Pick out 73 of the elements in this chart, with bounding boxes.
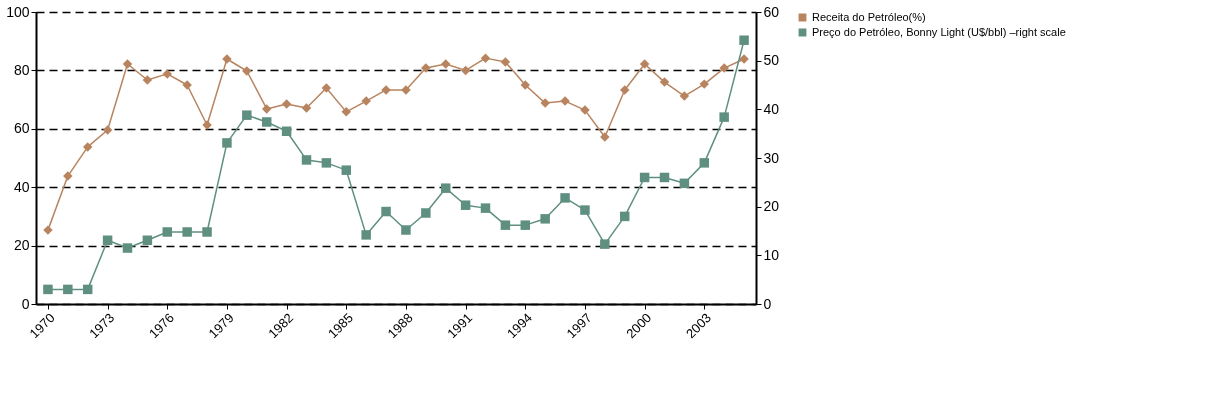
- point: [102, 125, 113, 135]
- point: [560, 193, 570, 203]
- point: [699, 79, 710, 89]
- point: [122, 59, 133, 69]
- point: [361, 230, 371, 240]
- point: [281, 126, 292, 136]
- point: [281, 99, 292, 109]
- point: [63, 171, 73, 181]
- point: [480, 203, 491, 213]
- point: [600, 239, 610, 249]
- point: [142, 75, 153, 85]
- point: [619, 211, 630, 222]
- point: [142, 235, 153, 245]
- point: [122, 243, 133, 253]
- point: [341, 165, 352, 175]
- point: [261, 104, 272, 114]
- point: [659, 77, 670, 87]
- point: [301, 103, 312, 113]
- point: [619, 85, 630, 95]
- point: [182, 227, 192, 237]
- point: [261, 117, 272, 127]
- point: [699, 158, 710, 168]
- point: [381, 206, 391, 217]
- legend-label: Preço do Petróleo, Bonny Light (U$/bbl) –right scale: [812, 25, 1066, 38]
- point: [222, 138, 232, 148]
- point: [341, 107, 352, 117]
- point: [242, 110, 252, 120]
- point: [540, 98, 550, 108]
- point: [321, 158, 332, 168]
- point: [520, 80, 531, 90]
- point: [102, 235, 113, 245]
- point: [301, 155, 312, 165]
- point: [43, 284, 53, 295]
- point: [162, 69, 173, 79]
- point: [520, 220, 531, 230]
- point: [82, 284, 93, 295]
- point: [440, 183, 451, 193]
- y-tick-label: 80: [13, 61, 30, 78]
- y2-tick-label: 20: [763, 198, 780, 215]
- point: [540, 214, 550, 224]
- y2-tick-label: 40: [763, 100, 780, 117]
- point: [679, 178, 690, 189]
- y-tick-label: 60: [13, 120, 30, 137]
- point: [580, 205, 590, 215]
- y-tick-label: 100: [6, 3, 30, 20]
- point: [500, 57, 511, 67]
- point: [401, 225, 411, 235]
- point: [460, 65, 471, 76]
- point: [421, 208, 431, 218]
- y2-tick-label: 0: [763, 295, 772, 312]
- legend-label: Receita do Petróleo(%): [812, 10, 926, 23]
- point: [82, 142, 93, 152]
- y2-tick-label: 60: [763, 3, 780, 20]
- point: [162, 227, 173, 237]
- y-tick-label: 40: [13, 178, 30, 195]
- y2-tick-label: 50: [763, 52, 780, 69]
- point: [719, 112, 729, 122]
- y2-tick-label: 10: [763, 246, 780, 263]
- y2-tick-label: 30: [763, 149, 780, 166]
- point: [739, 35, 749, 45]
- y-tick-label: 20: [13, 237, 30, 254]
- point: [321, 83, 332, 93]
- point: [500, 220, 511, 230]
- point: [639, 59, 650, 69]
- point: [440, 59, 451, 69]
- point: [659, 172, 670, 183]
- point: [480, 53, 491, 63]
- point: [460, 200, 471, 210]
- point: [679, 91, 690, 101]
- y-tick-label: 0: [21, 295, 30, 312]
- point: [202, 227, 212, 237]
- point: [639, 172, 650, 183]
- point: [63, 284, 73, 295]
